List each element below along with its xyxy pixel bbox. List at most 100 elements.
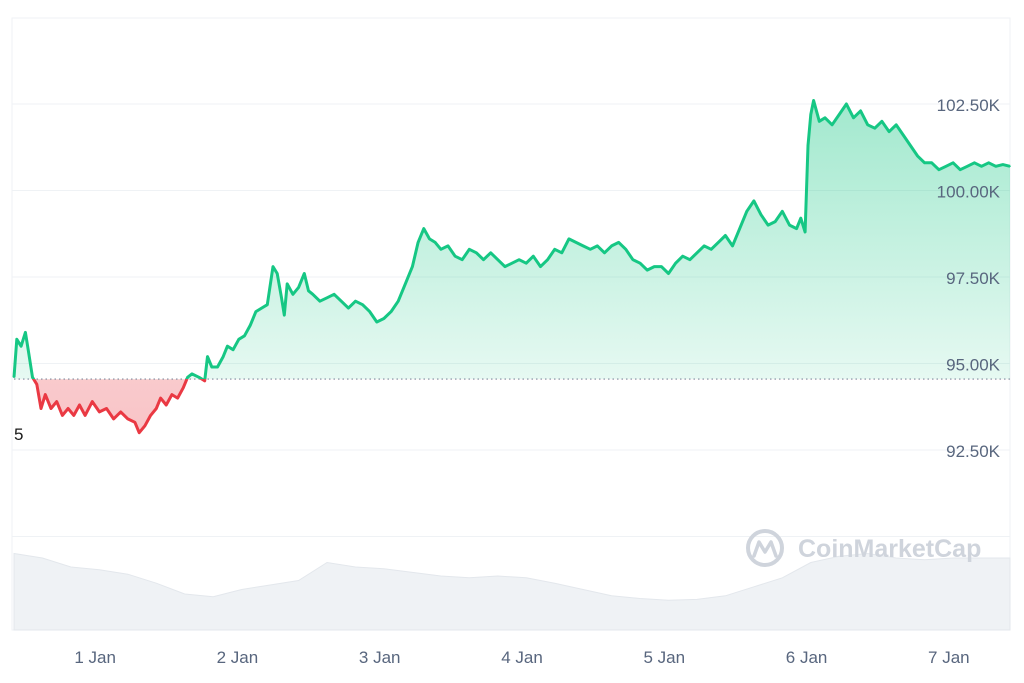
data-point [44, 393, 47, 396]
data-point [13, 376, 15, 379]
data-point [812, 99, 815, 102]
data-point [582, 245, 584, 247]
data-point [105, 407, 108, 410]
data-point [1002, 163, 1004, 166]
data-point [852, 117, 855, 119]
data-point [98, 411, 101, 413]
data-point [717, 241, 720, 244]
data-point [119, 411, 122, 413]
data-point [255, 310, 257, 313]
data-point [297, 286, 300, 289]
data-point [482, 258, 485, 261]
data-point [91, 400, 94, 403]
data-point [546, 258, 549, 261]
data-point [347, 307, 350, 309]
data-point [738, 227, 741, 230]
data-point [952, 162, 954, 164]
x-axis-labels: 1 Jan 2 Jan 3 Jan 4 Jan 5 Jan 6 Jan 7 Jan [74, 648, 969, 667]
data-point [660, 265, 663, 268]
data-point [632, 258, 634, 261]
line-above-baseline [12, 99, 1011, 380]
data-point [888, 130, 890, 133]
data-point [525, 262, 528, 264]
data-point [16, 338, 18, 341]
x-tick-label: 4 Jan [501, 648, 543, 667]
data-point [959, 168, 961, 171]
data-point [724, 234, 727, 237]
data-point [78, 404, 81, 406]
data-point [938, 168, 940, 171]
data-point [800, 217, 802, 219]
data-point [994, 165, 997, 168]
data-point [203, 380, 206, 382]
data-point [807, 144, 809, 147]
y-tick-label: 92.50K [946, 442, 1001, 461]
data-point [596, 245, 599, 247]
data-point [61, 414, 64, 417]
data-point [646, 269, 648, 271]
data-point [333, 293, 335, 296]
data-point [804, 231, 806, 233]
data-point [767, 224, 769, 226]
data-point [874, 127, 876, 130]
data-point [753, 200, 755, 202]
data-point [625, 248, 627, 251]
data-point [824, 117, 826, 119]
data-point [909, 144, 912, 147]
data-point [511, 262, 513, 264]
data-point [881, 120, 883, 123]
data-point [461, 258, 464, 261]
data-point [283, 314, 286, 316]
data-point [216, 366, 219, 368]
data-point [249, 324, 251, 327]
data-point [980, 165, 983, 168]
data-point [447, 245, 449, 247]
data-point [674, 262, 677, 264]
x-tick-label: 2 Jan [217, 648, 259, 667]
data-point [788, 224, 791, 226]
data-point [112, 418, 115, 420]
data-point [434, 241, 436, 244]
data-point [340, 300, 343, 303]
data-point [603, 251, 606, 254]
data-point [50, 407, 52, 410]
data-point [134, 421, 136, 424]
data-point [866, 123, 869, 126]
y-axis-labels: 92.50K 95.00K 97.50K 100.00K 102.50K [937, 96, 1001, 461]
data-point [292, 293, 294, 296]
data-point [681, 255, 684, 258]
data-point [895, 123, 897, 126]
data-point [987, 162, 990, 164]
data-point [818, 120, 821, 123]
data-point [368, 310, 371, 313]
data-point [238, 338, 240, 341]
y-tick-label: 100.00K [937, 183, 1001, 202]
price-area [14, 100, 1010, 433]
x-tick-label: 1 Jan [74, 648, 116, 667]
data-point [404, 283, 407, 285]
data-point [276, 272, 279, 275]
data-point [710, 248, 712, 251]
data-point [31, 376, 34, 379]
data-point [760, 213, 762, 216]
data-point [361, 303, 364, 306]
data-point [610, 245, 613, 247]
coinmarketcap-logo-icon [746, 529, 784, 567]
data-point [20, 345, 22, 348]
data-point [286, 283, 288, 285]
data-point [923, 162, 926, 164]
data-point [307, 290, 310, 292]
data-point [243, 335, 246, 337]
data-point [303, 272, 306, 275]
data-point [165, 404, 168, 406]
data-point [312, 293, 314, 296]
data-point [518, 258, 520, 261]
data-point [930, 162, 933, 164]
data-point [703, 245, 705, 247]
data-point [24, 331, 27, 334]
data-point [475, 251, 478, 254]
data-point [774, 220, 777, 223]
data-point [428, 238, 431, 240]
data-point [539, 265, 542, 268]
data-point [831, 123, 833, 126]
